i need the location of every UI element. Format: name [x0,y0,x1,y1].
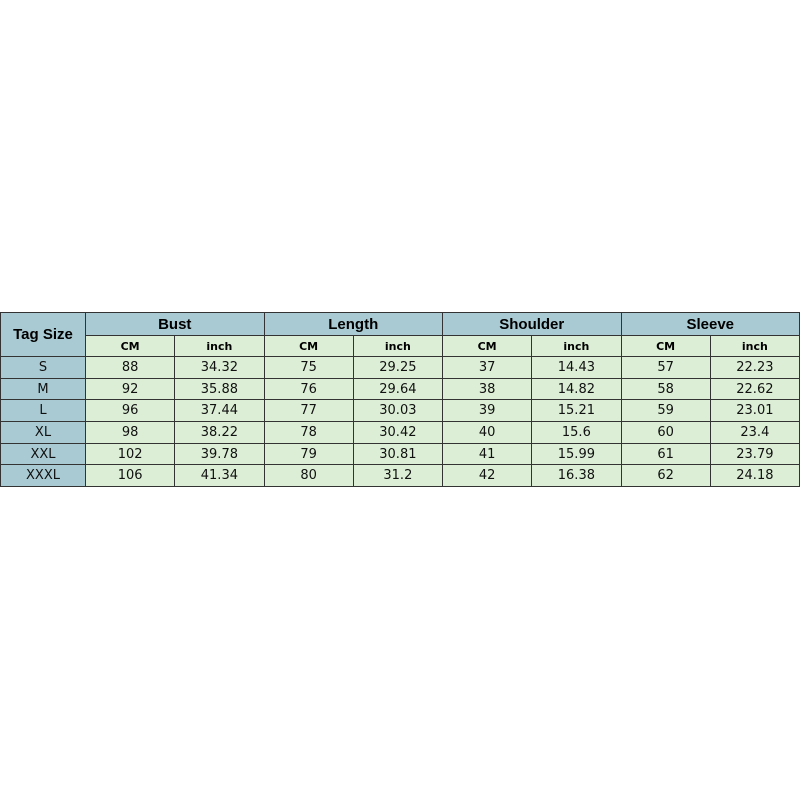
size-label: L [0,399,86,423]
measurement: 39.78 [174,442,265,466]
size-label: M [0,377,86,401]
group-header: Bust [85,312,265,336]
measurement: 16.38 [531,464,622,488]
measurement: 15.99 [531,442,622,466]
tag-header: Tag Size [0,312,86,357]
measurement: 37.44 [174,399,265,423]
measurement: 29.64 [352,377,444,401]
measurement: 102 [84,442,176,466]
measurement: 23.01 [709,399,800,423]
measurement: 98 [84,421,176,444]
measurement: 96 [84,399,176,423]
measurement: 15.21 [531,399,622,423]
measurement: 29.25 [352,356,444,379]
unit-header: inch [174,335,265,357]
unit-header: CM [84,335,176,357]
unit-header: CM [620,335,711,357]
size-label: XXXL [0,464,86,488]
size-table: Tag Size Bust Length Shoulder Sleeve CM inch CM… [0,312,800,488]
measurement: 79 [263,442,354,466]
measurement: 59 [620,399,711,423]
measurement: 60 [620,421,711,444]
measurement: 106 [84,464,176,488]
size-label: XL [0,421,86,444]
data-row: L 96 37.44 77 30.03 39 15.21 59 23.01 [0,399,800,423]
measurement: 42 [441,464,533,488]
measurement: 61 [620,442,711,466]
unit-header: CM [263,335,354,357]
measurement: 23.4 [709,421,800,444]
measurement: 77 [263,399,354,423]
unit-row: CM inch CM inch CM inch CM inch [1,335,800,357]
measurement: 14.43 [531,356,622,379]
measurement: 31.2 [352,464,444,488]
measurement: 39 [441,399,533,423]
measurement: 30.42 [352,421,444,444]
data-row: XXL 102 39.78 79 30.81 41 15.99 61 23.79 [0,442,800,466]
measurement: 15.6 [531,421,622,444]
measurement: 30.81 [352,442,444,466]
unit-header: CM [441,335,533,357]
measurement: 22.23 [709,356,800,379]
measurement: 76 [263,377,354,401]
measurement: 34.32 [174,356,265,379]
measurement: 62 [620,464,711,488]
data-row: M 92 35.88 76 29.64 38 14.82 58 22.62 [0,377,800,401]
measurement: 57 [620,356,711,379]
data-row: XXXL 106 41.34 80 31.2 42 16.38 62 24.18 [0,464,800,488]
measurement: 75 [263,356,354,379]
measurement: 58 [620,377,711,401]
measurement: 38 [441,377,533,401]
measurement: 78 [263,421,354,444]
measurement: 35.88 [174,377,265,401]
measurement: 37 [441,356,533,379]
group-header: Shoulder [442,312,622,336]
measurement: 92 [84,377,176,401]
measurement: 24.18 [709,464,800,488]
group-header: Length [263,312,443,336]
group-header: Sleeve [620,312,800,336]
unit-header: inch [352,335,444,357]
measurement: 80 [263,464,354,488]
measurement: 30.03 [352,399,444,423]
measurement: 88 [84,356,176,379]
measurement: 41 [441,442,533,466]
data-row: S 88 34.32 75 29.25 37 14.43 57 22.23 [0,356,800,379]
measurement: 41.34 [174,464,265,488]
measurement: 14.82 [531,377,622,401]
size-label: XXL [0,442,86,466]
unit-header: inch [531,335,622,357]
measurement: 38.22 [174,421,265,444]
data-row: XL 98 38.22 78 30.42 40 15.6 60 23.4 [0,421,800,444]
unit-header: inch [709,335,800,357]
header-row: Tag Size Bust Length Shoulder Sleeve [0,312,800,357]
measurement: 23.79 [709,442,800,466]
size-chart: Tag Size Bust Length Shoulder Sleeve CM inch CM… [0,312,800,488]
size-label: S [0,356,86,379]
measurement: 40 [441,421,533,444]
measurement: 22.62 [709,377,800,401]
